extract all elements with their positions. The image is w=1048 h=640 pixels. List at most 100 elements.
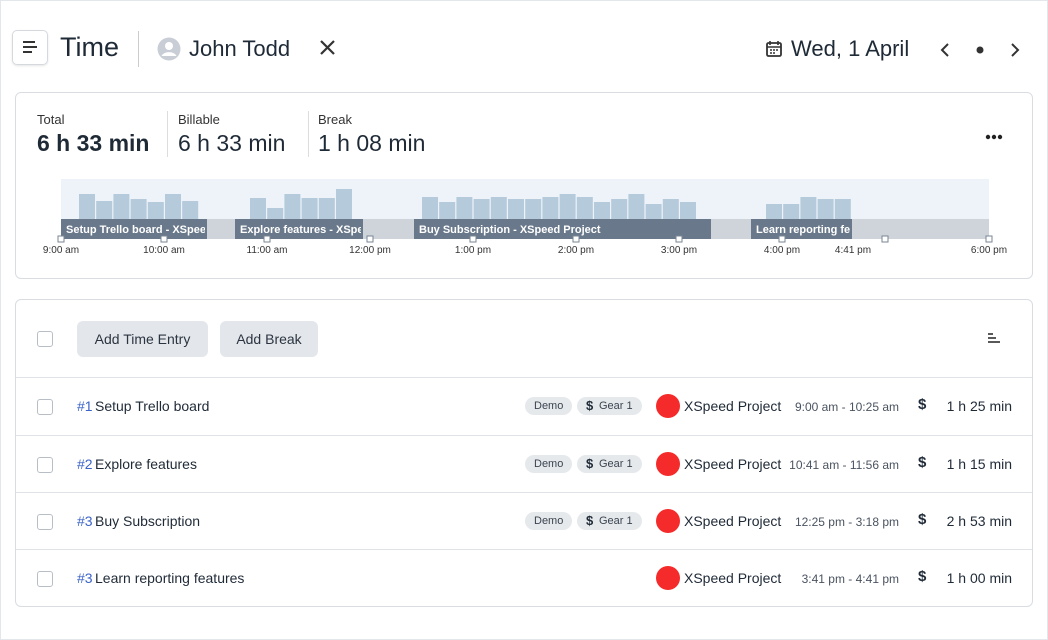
activity-bar	[422, 197, 438, 219]
divider	[308, 111, 309, 157]
stat-value: 6 h 33 min	[37, 130, 150, 156]
activity-bar	[628, 194, 645, 219]
activity-bar	[594, 202, 610, 219]
activity-bar	[113, 194, 130, 219]
tag-icon: $	[586, 398, 594, 413]
timeline-block	[751, 219, 852, 239]
tick-handle	[675, 235, 683, 243]
add-time-entry[interactable]: Add Time Entry	[77, 321, 208, 357]
timeline-bg	[61, 179, 989, 219]
row-divider	[16, 377, 1032, 378]
row-checkbox[interactable]	[37, 514, 53, 530]
project-name: XSpeed Project	[684, 513, 782, 529]
activity-bar	[284, 194, 301, 219]
activity-bar	[817, 199, 834, 219]
entry-id[interactable]: #2	[77, 456, 93, 472]
activity-bar	[542, 197, 559, 219]
date-nav	[940, 43, 1020, 57]
tick-handle	[469, 235, 477, 243]
entry-name[interactable]: Setup Trello board	[95, 398, 210, 414]
today-button[interactable]	[976, 46, 984, 54]
entry-name[interactable]: Buy Subscription	[95, 513, 201, 529]
entry-name[interactable]: Explore features	[95, 456, 197, 472]
duration: 1 h 15 min	[946, 456, 1012, 472]
project-color	[656, 394, 680, 418]
billable-icon: $	[918, 511, 927, 528]
project-name: XSpeed Project	[684, 398, 782, 414]
row-divider	[16, 435, 1032, 436]
entry-id[interactable]: #1	[77, 398, 93, 414]
stat-label: Billable	[178, 112, 220, 127]
billable-icon: $	[918, 568, 927, 585]
row-checkbox[interactable]	[37, 399, 53, 415]
tag: Demo	[525, 512, 573, 530]
time-tick-label: 11:00 am	[247, 245, 288, 256]
activity-bar	[473, 199, 490, 219]
time-range: 10:41 am - 11:56 am	[789, 458, 899, 472]
tick-handle	[572, 235, 580, 243]
activity-bar	[576, 197, 593, 219]
tick-handle	[263, 235, 271, 243]
close-button[interactable]	[319, 39, 337, 57]
activity-bar	[250, 198, 266, 219]
block-label: Setup Trello board - XSpeed Project	[66, 224, 253, 236]
activity-bar	[490, 197, 507, 219]
entry-name[interactable]: Learn reporting features	[95, 570, 245, 586]
project-color	[656, 566, 680, 590]
activity-bar	[662, 199, 679, 219]
tick-handle	[160, 235, 168, 243]
tag: Demo	[525, 455, 573, 473]
project-color	[656, 509, 680, 533]
project-color	[656, 452, 680, 476]
stat-value: 1 h 08 min	[318, 130, 426, 156]
time-tick-label: 6:00 pm	[971, 245, 1007, 256]
row-divider	[16, 492, 1032, 493]
activity-bar	[130, 199, 147, 219]
activity-bar	[611, 199, 628, 219]
user-name: John Todd	[189, 36, 291, 61]
menu-button[interactable]	[12, 30, 48, 65]
activity-bar	[318, 198, 335, 219]
entry-id[interactable]: #3	[77, 570, 93, 586]
tick-handle	[881, 235, 889, 243]
time-tick-label: 3:00 pm	[661, 245, 697, 256]
time-range: 3:41 pm - 4:41 pm	[801, 572, 899, 586]
activity-bar	[336, 189, 352, 219]
block-label: Buy Subscription - XSpeed Project	[419, 224, 601, 236]
block-label: Learn reporting features - XSpeed Projec…	[756, 224, 974, 236]
activity-bar	[439, 202, 456, 219]
date[interactable]: Wed, 1 April	[791, 36, 910, 61]
prev-button[interactable]	[940, 43, 949, 57]
time-range: 12:25 pm - 3:18 pm	[794, 515, 899, 529]
avatar	[157, 37, 181, 61]
row-divider	[16, 549, 1032, 550]
more-button[interactable]	[985, 133, 1005, 141]
billable-icon: $	[918, 396, 927, 413]
next-button[interactable]	[1011, 43, 1020, 57]
entry-id[interactable]: #3	[77, 513, 93, 529]
time-tick-label: 2:00 pm	[558, 245, 594, 256]
row-checkbox[interactable]	[37, 457, 53, 473]
activity-bar	[766, 204, 782, 219]
activity-bar	[96, 201, 113, 219]
divider	[167, 111, 168, 157]
stat-label: Break	[318, 112, 352, 127]
tick-handle	[57, 235, 65, 243]
activity-bar	[182, 201, 199, 219]
activity-bar	[301, 198, 318, 219]
time-tick-label: 1:00 pm	[455, 245, 491, 256]
stat-value: 6 h 33 min	[178, 130, 286, 156]
sort-button[interactable]	[987, 333, 1001, 345]
activity-bar	[79, 194, 95, 219]
time-tick-label: 4:41 pm	[835, 245, 871, 256]
add-break[interactable]: Add Break	[220, 321, 318, 357]
divider	[138, 31, 139, 67]
tick-handle	[985, 235, 993, 243]
select-all[interactable]	[37, 331, 53, 347]
time-tick-label: 12:00 pm	[349, 245, 391, 256]
row-checkbox[interactable]	[37, 571, 53, 587]
stat-label: Total	[37, 112, 65, 127]
duration: 1 h 00 min	[946, 570, 1012, 586]
activity-bar	[456, 197, 473, 219]
activity-bar	[525, 199, 542, 219]
